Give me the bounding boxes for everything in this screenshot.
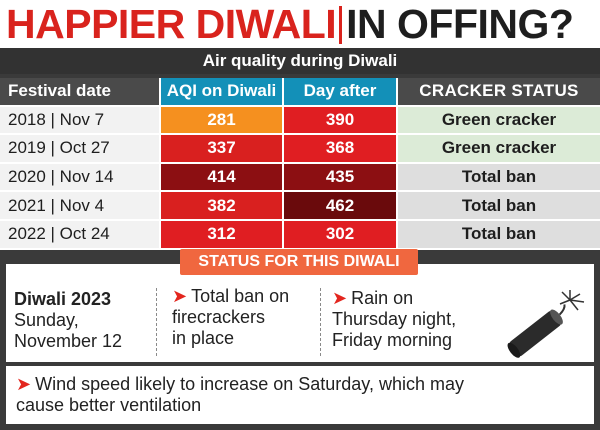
cracker-status-cell: Total ban — [398, 192, 600, 221]
aqi-on-diwali-cell: 382 — [161, 192, 284, 221]
festival-date-cell: 2018 | Nov 7 — [0, 106, 161, 136]
headline-part1: HAPPIER DIWALI — [6, 1, 337, 47]
header-festival-date: Festival date — [0, 78, 161, 107]
cracker-status-cell: Total ban — [398, 163, 600, 193]
table-header-row: Festival date AQI on Diwali Day after CR… — [0, 78, 600, 107]
ban-line3: in place — [172, 328, 235, 348]
divider-2 — [320, 288, 321, 356]
wind-line2: cause better ventilation — [16, 395, 202, 415]
wind-note: ➤ Wind speed likely to increase on Saturd… — [16, 374, 464, 416]
wind-note-box: ➤ Wind speed likely to increase on Saturd… — [6, 366, 594, 424]
festival-date-cell: 2021 | Nov 4 — [0, 192, 161, 221]
aqi-table: Festival date AQI on Diwali Day after CR… — [0, 78, 600, 250]
aqi-on-diwali-cell: 337 — [161, 135, 284, 164]
table-row: 2019 | Oct 27 337 368 Green cracker — [0, 135, 600, 164]
day-after-cell: 368 — [284, 135, 398, 164]
cracker-status-cell: Green cracker — [398, 135, 600, 164]
ban-block: ➤ Total ban on firecrackers in place — [172, 286, 289, 349]
aqi-on-diwali-cell: 312 — [161, 220, 284, 250]
arrow-icon: ➤ — [172, 286, 188, 306]
header-cracker-status: CRACKER STATUS — [398, 78, 600, 107]
day-after-cell: 302 — [284, 220, 398, 250]
day-after-cell: 462 — [284, 192, 398, 221]
table-row: 2021 | Nov 4 382 462 Total ban — [0, 192, 600, 221]
arrow-icon: ➤ — [332, 288, 348, 308]
rain-line1: Rain on — [351, 288, 414, 308]
diwali-date-block: Diwali 2023 Sunday, November 12 — [14, 289, 122, 352]
table-subhead: Air quality during Diwali — [0, 48, 600, 74]
table-row: 2022 | Oct 24 312 302 Total ban — [0, 220, 600, 250]
headline-part2: IN OFFING? — [346, 1, 574, 47]
status-info-box: Diwali 2023 Sunday, November 12 ➤ Total b… — [6, 264, 594, 362]
table-row: 2020 | Nov 14 414 435 Total ban — [0, 163, 600, 193]
headline: HAPPIER DIWALI IN OFFING? — [6, 2, 596, 46]
status-for-this-diwali-banner: STATUS FOR THIS DIWALI — [180, 249, 418, 275]
diwali-date: November 12 — [14, 331, 123, 351]
day-after-cell: 390 — [284, 106, 398, 136]
wind-line1: Wind speed likely to increase on Saturda… — [35, 374, 464, 394]
rain-block: ➤ Rain on Thursday night, Friday morning — [332, 288, 456, 351]
diwali-day: Sunday, — [14, 310, 79, 330]
rain-line2: Thursday night, — [332, 309, 457, 329]
rain-line3: Friday morning — [332, 330, 453, 350]
header-day-after: Day after — [284, 78, 398, 107]
day-after-cell: 435 — [284, 163, 398, 193]
divider-1 — [156, 288, 157, 356]
ban-line1: Total ban on — [191, 286, 290, 306]
firecracker-icon — [507, 290, 585, 358]
cracker-status-cell: Green cracker — [398, 106, 600, 136]
festival-date-cell: 2020 | Nov 14 — [0, 163, 161, 193]
table-row: 2018 | Nov 7 281 390 Green cracker — [0, 106, 600, 136]
aqi-on-diwali-cell: 414 — [161, 163, 284, 193]
headline-divider — [339, 6, 343, 44]
diwali-title: Diwali 2023 — [14, 289, 112, 309]
cracker-status-cell: Total ban — [398, 220, 600, 250]
festival-date-cell: 2019 | Oct 27 — [0, 135, 161, 164]
header-aqi-on-diwali: AQI on Diwali — [161, 78, 284, 107]
arrow-icon: ➤ — [16, 374, 32, 394]
aqi-on-diwali-cell: 281 — [161, 106, 284, 136]
festival-date-cell: 2022 | Oct 24 — [0, 220, 161, 250]
ban-line2: firecrackers — [172, 307, 266, 327]
